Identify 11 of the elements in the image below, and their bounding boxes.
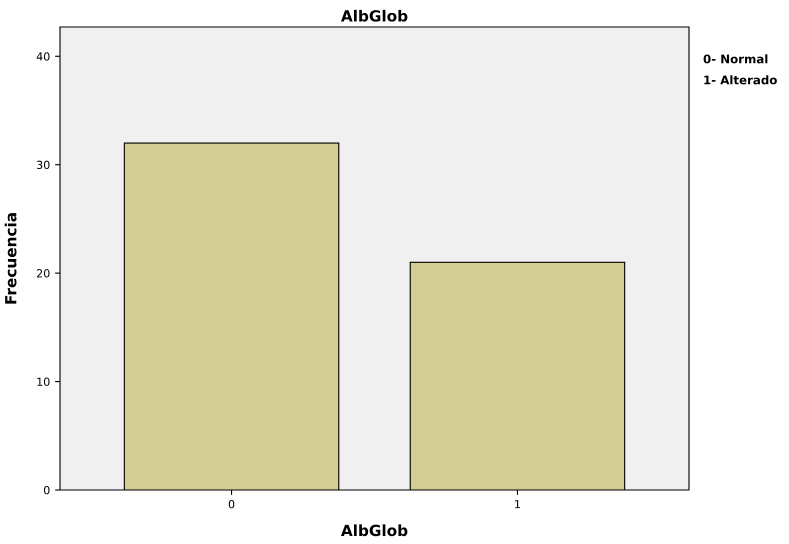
y-tick-label: 10 [37, 378, 50, 386]
x-axis-title: AlbGlob [340, 524, 408, 536]
y-axis-title: Frecuencia [4, 213, 17, 304]
x-tick-label: 1 [515, 500, 520, 508]
text: 1- Alterado [704, 75, 777, 84]
y-tick-label: 20 [36, 269, 50, 278]
y-tick-label: 30 [36, 160, 50, 170]
y-tick-label: 0 [44, 486, 50, 494]
y-tick-label: 40 [36, 52, 50, 61]
text: 0- Normal [704, 54, 768, 64]
chart-title: AlbGlob [340, 10, 408, 22]
